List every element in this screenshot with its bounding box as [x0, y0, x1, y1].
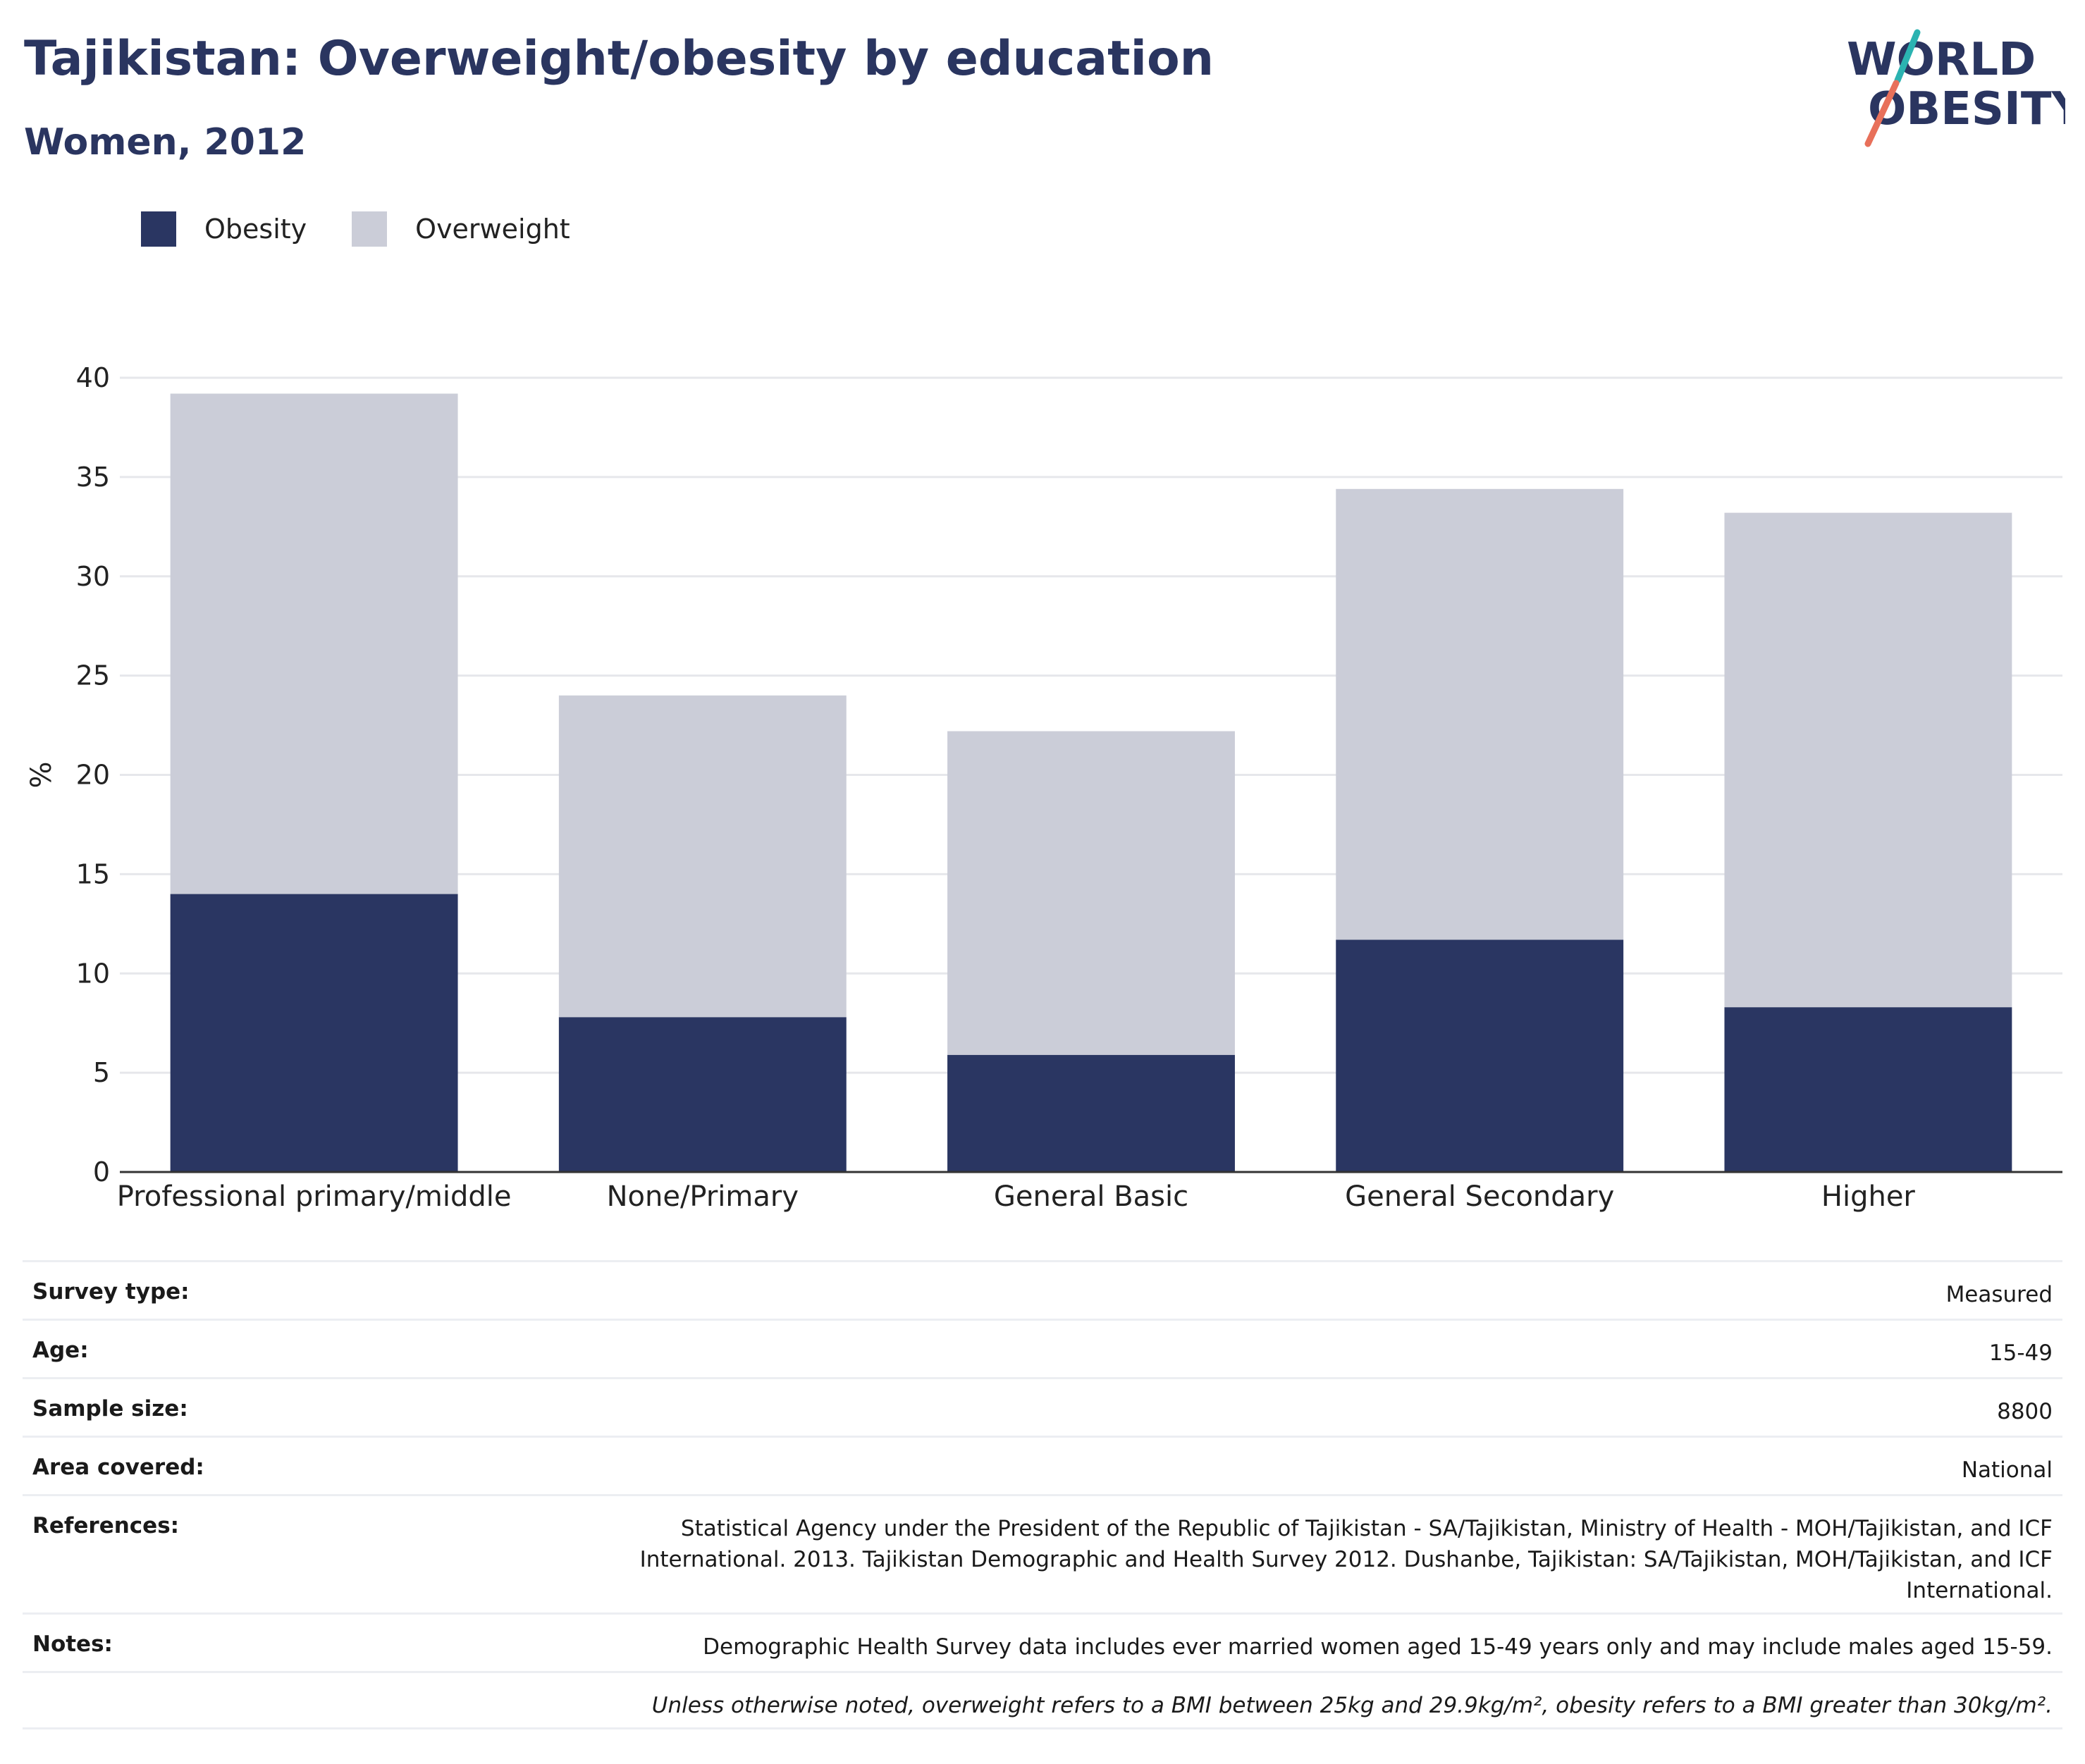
info-value: Statistical Agency under the President o…: [639, 1516, 2053, 1603]
bar-overweight: [947, 731, 1235, 1055]
y-tick-label: 30: [76, 561, 110, 592]
bar-obesity: [947, 1054, 1235, 1172]
legend-swatch-overweight: [352, 211, 388, 247]
y-tick-label: 5: [93, 1057, 110, 1088]
bar-overweight: [1724, 512, 2012, 1008]
bar-chart: 0 5 10 15 20 25 30 35 40% Professional primary/mi…: [25, 362, 2062, 1213]
y-axis-label: %: [25, 761, 58, 788]
legend-label-overweight: Overweight: [415, 214, 570, 245]
legend-label-obesity: Obesity: [204, 214, 307, 245]
legend-item-obesity[interactable]: Obesity: [141, 211, 307, 247]
y-tick-label: 10: [76, 958, 110, 989]
info-row-survey-type: Survey type: Measured: [23, 1260, 2062, 1319]
x-tick-label: Higher: [1821, 1180, 1916, 1213]
y-tick-label: 20: [76, 760, 110, 791]
legend-item-overweight[interactable]: Overweight: [352, 211, 570, 247]
info-row-definition: Unless otherwise noted, overweight refer…: [23, 1671, 2062, 1729]
info-value: Unless otherwise noted, overweight refer…: [651, 1693, 2053, 1718]
bar-overweight: [558, 695, 847, 1018]
info-value: 15-49: [1988, 1340, 2053, 1366]
y-tick-label: 15: [76, 858, 110, 889]
bar-obesity: [170, 894, 458, 1172]
logo-slash-coral: [1864, 80, 1900, 147]
x-tick-label: General Secondary: [1345, 1180, 1614, 1213]
y-tick-label: 25: [76, 660, 110, 691]
info-row-references: References: Statistical Agency under the…: [23, 1494, 2062, 1612]
bar-obesity: [558, 1017, 847, 1172]
legend-swatch-obesity: [141, 211, 176, 247]
logo-slash-teal: [1894, 29, 1921, 84]
info-key: Area covered:: [32, 1455, 204, 1480]
info-key: Survey type:: [32, 1279, 190, 1305]
info-row-notes: Notes: Demographic Health Survey data in…: [23, 1612, 2062, 1671]
survey-info-table: Survey type: Measured Age: 15-49 Sample …: [23, 1260, 2062, 1729]
bar-obesity: [1724, 1007, 2012, 1172]
y-tick-label: 0: [93, 1157, 110, 1188]
y-tick-label: 40: [76, 362, 110, 393]
info-row-age: Age: 15-49: [23, 1319, 2062, 1377]
world-obesity-logo: WORLD OBESITY: [1847, 29, 2065, 147]
info-value: 8800: [1997, 1399, 2053, 1424]
x-tick-label: Professional primary/middle: [117, 1180, 512, 1213]
bar-obesity: [1336, 939, 1624, 1172]
bar-overweight: [1336, 488, 1624, 940]
logo-line2: OBESITY: [1868, 83, 2065, 135]
info-key: Notes:: [32, 1632, 113, 1657]
chart-title: Tajikistan: Overweight/obesity by educat…: [24, 31, 1214, 87]
info-key: References:: [32, 1513, 180, 1538]
chart-subtitle: Women, 2012: [24, 121, 307, 164]
info-key: Sample size:: [32, 1396, 188, 1421]
x-tick-label: None/Primary: [607, 1180, 799, 1213]
info-value: National: [1961, 1457, 2053, 1483]
bar-overweight: [170, 393, 458, 894]
info-key: Age:: [32, 1338, 89, 1363]
chart-legend: Obesity Overweight: [141, 210, 615, 248]
info-row-area-covered: Area covered: National: [23, 1436, 2062, 1494]
info-row-sample-size: Sample size: 8800: [23, 1377, 2062, 1436]
x-tick-label: General Basic: [994, 1180, 1188, 1213]
info-value: Measured: [1945, 1282, 2053, 1307]
info-value: Demographic Health Survey data includes …: [703, 1634, 2053, 1660]
y-tick-label: 35: [76, 462, 110, 493]
logo-line1: WORLD: [1847, 34, 2036, 86]
